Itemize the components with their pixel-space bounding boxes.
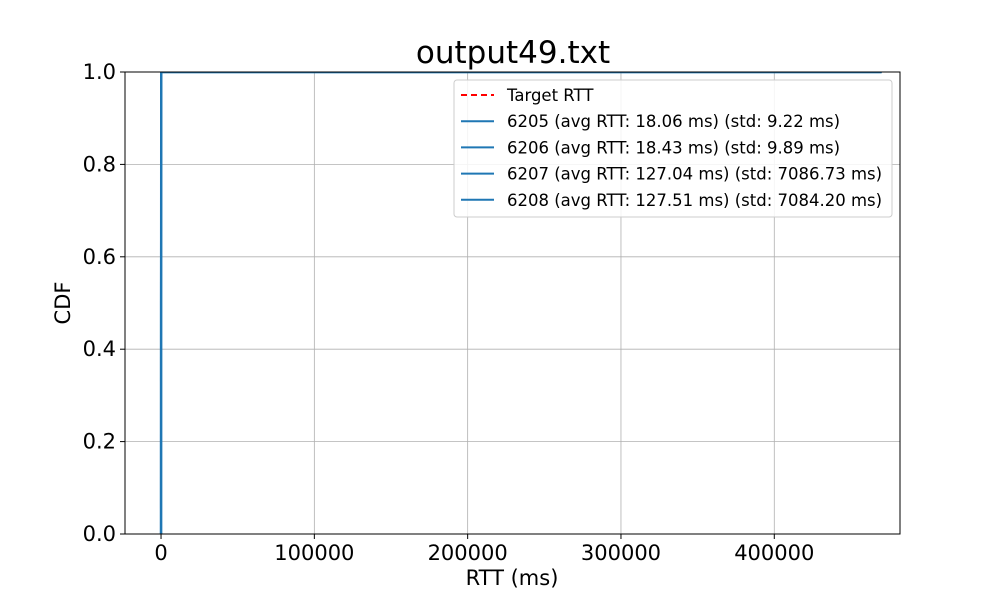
y-tick-label: 0.6 — [83, 245, 116, 269]
y-tick-label: 0.4 — [83, 337, 116, 361]
legend-label: 6205 (avg RTT: 18.06 ms) (std: 9.22 ms) — [507, 112, 840, 131]
y-tick-label: 0.2 — [83, 430, 116, 454]
x-axis-label: RTT (ms) — [466, 566, 559, 590]
legend-label: 6206 (avg RTT: 18.43 ms) (std: 9.89 ms) — [507, 138, 840, 157]
legend-label: 6207 (avg RTT: 127.04 ms) (std: 7086.73 … — [507, 165, 882, 184]
legend-box — [453, 79, 893, 218]
x-tick-label: 300000 — [581, 541, 661, 565]
chart-title: output49.txt — [416, 35, 610, 71]
legend-label: Target RTT — [506, 86, 594, 105]
x-tick-label: 100000 — [274, 541, 354, 565]
plot-frame — [124, 71, 901, 535]
x-tick-label: 400000 — [734, 541, 814, 565]
x-tick-label: 0 — [154, 541, 167, 565]
x-axis: 0 100000 200000 300000 400000 — [154, 534, 814, 565]
y-tick-label: 0.0 — [83, 522, 116, 546]
legend: Target RTT 6205 (avg RTT: 18.06 ms) (std:… — [453, 79, 893, 218]
y-tick-label: 0.8 — [83, 152, 116, 176]
y-axis: 0.0 0.2 0.4 0.6 0.8 1.0 — [83, 60, 125, 546]
y-tick-label: 1.0 — [83, 60, 116, 84]
legend-label: 6208 (avg RTT: 127.51 ms) (std: 7084.20 … — [507, 191, 882, 210]
x-tick-label: 200000 — [428, 541, 508, 565]
y-axis-label: CDF — [51, 282, 75, 325]
